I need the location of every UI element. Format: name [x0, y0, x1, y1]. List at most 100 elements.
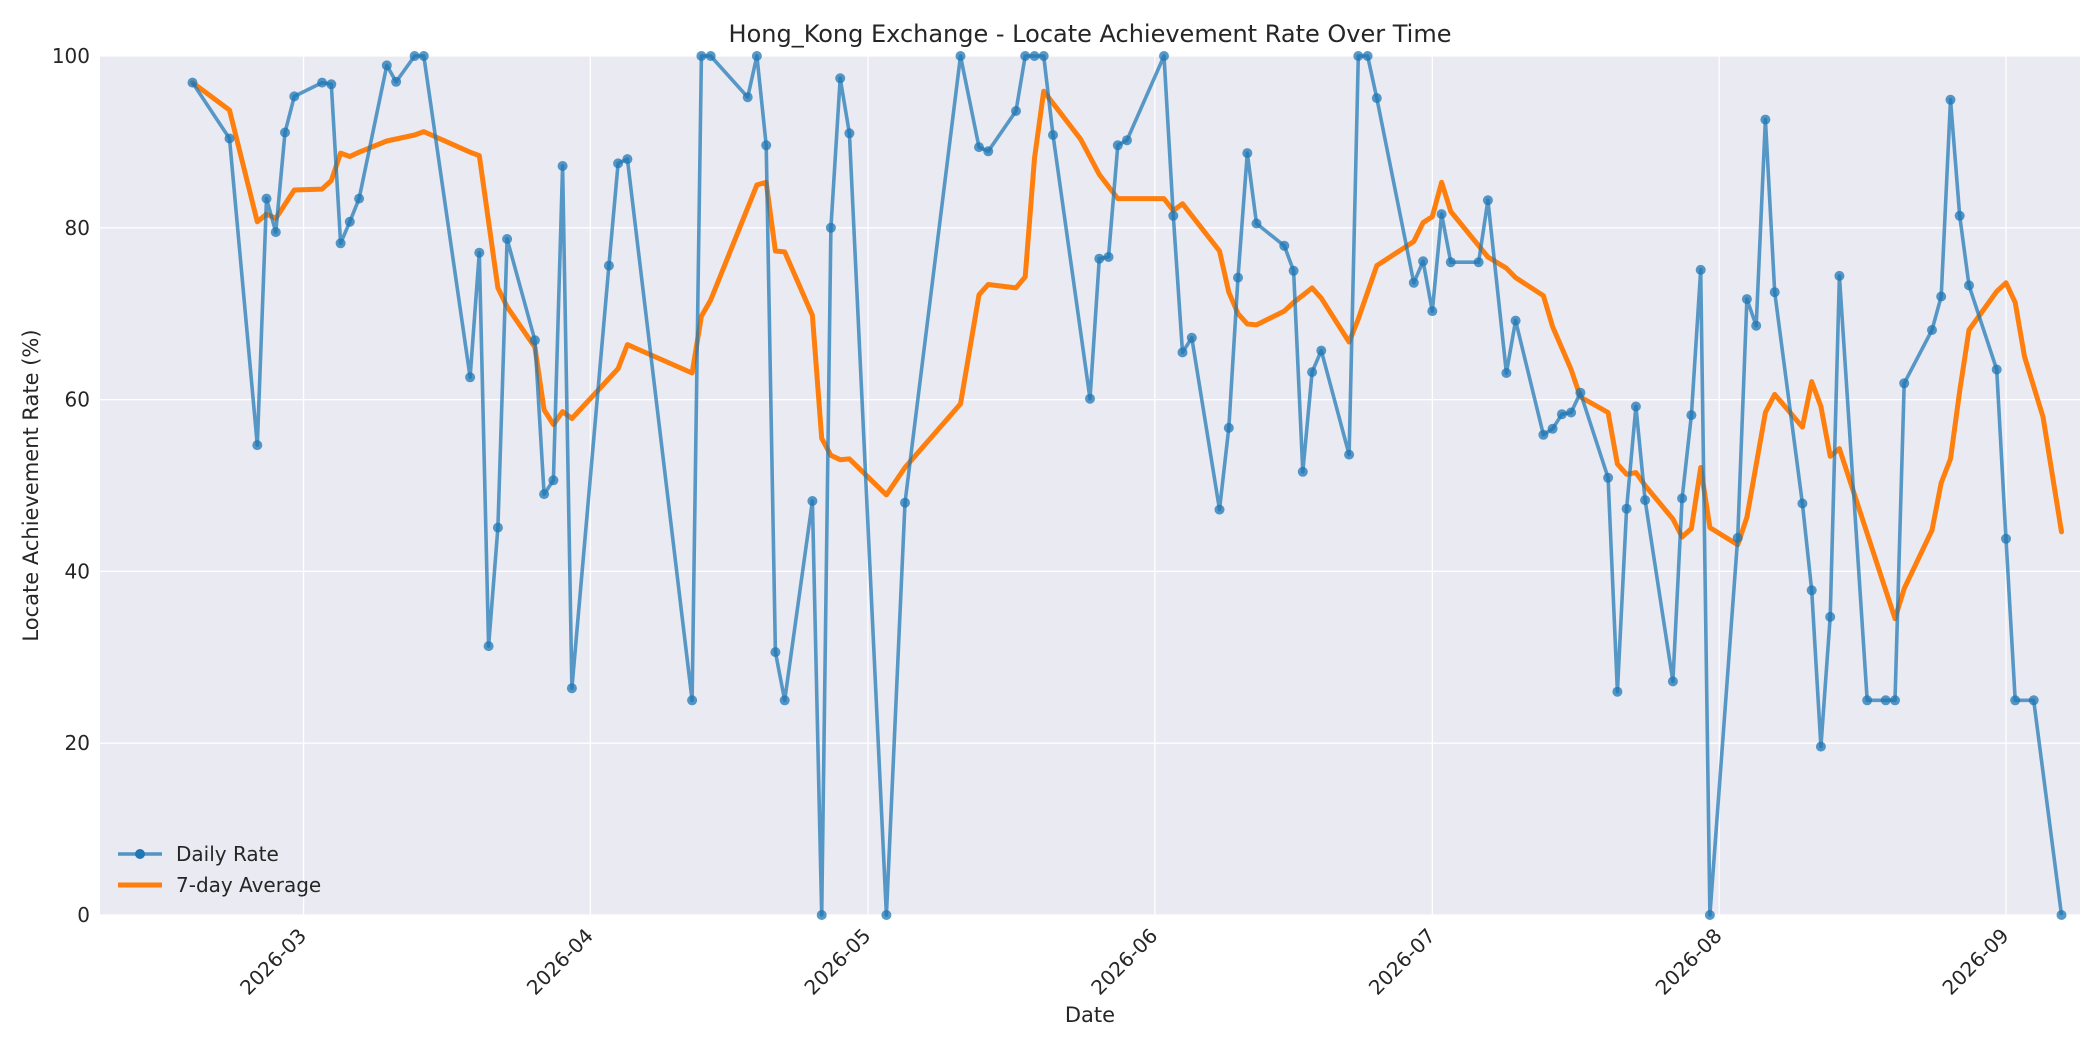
data-point-daily-rate — [687, 695, 698, 706]
data-point-daily-rate — [1038, 51, 1049, 61]
data-point-daily-rate — [1677, 493, 1688, 504]
data-point-daily-rate — [1436, 209, 1447, 220]
data-point-daily-rate — [1741, 294, 1752, 305]
data-point-daily-rate — [1408, 277, 1419, 288]
data-point-daily-rate — [1575, 387, 1586, 398]
data-point-daily-rate — [603, 260, 614, 271]
data-point-daily-rate — [1667, 676, 1678, 687]
plot-area — [100, 56, 2080, 915]
data-point-daily-rate — [1242, 148, 1253, 159]
data-point-daily-rate — [354, 193, 365, 204]
data-point-daily-rate — [1177, 347, 1188, 358]
data-point-daily-rate — [1501, 368, 1512, 378]
data-point-daily-rate — [391, 76, 402, 87]
data-point-daily-rate — [1880, 695, 1891, 706]
data-point-daily-rate — [409, 51, 420, 61]
data-point-daily-rate — [224, 133, 235, 144]
data-point-daily-rate — [548, 475, 559, 486]
data-point-daily-rate — [1473, 257, 1484, 268]
daily-series-layer — [187, 51, 2067, 920]
data-point-daily-rate — [418, 51, 429, 61]
data-point-daily-rate — [474, 247, 485, 258]
data-point-daily-rate — [1538, 429, 1549, 440]
data-point-daily-rate — [529, 335, 540, 346]
data-point-daily-rate — [2056, 910, 2067, 920]
data-point-daily-rate — [1029, 51, 1040, 61]
data-point-daily-rate — [1048, 130, 1058, 140]
y-tick-label: 80 — [65, 216, 90, 240]
data-point-daily-rate — [252, 440, 263, 451]
data-point-daily-rate — [1695, 264, 1706, 275]
data-point-daily-rate — [1603, 472, 1614, 483]
data-point-daily-rate — [483, 641, 494, 652]
data-point-daily-rate — [1797, 498, 1808, 509]
data-point-daily-rate — [1371, 93, 1382, 104]
data-point-daily-rate — [1815, 741, 1826, 752]
data-point-daily-rate — [816, 910, 827, 920]
data-point-daily-rate — [807, 496, 818, 506]
data-point-daily-rate — [1991, 364, 2002, 375]
data-point-daily-rate — [1630, 401, 1641, 412]
data-point-daily-rate — [1112, 140, 1123, 151]
data-point-daily-rate — [1566, 407, 1577, 418]
data-point-daily-rate — [492, 522, 503, 533]
legend: Daily Rate 7-day Average — [118, 842, 321, 897]
data-point-daily-rate — [1964, 280, 1974, 291]
data-point-daily-rate — [2010, 695, 2021, 706]
data-point-daily-rate — [770, 647, 781, 658]
data-point-daily-rate — [326, 79, 337, 90]
data-point-daily-rate — [465, 372, 476, 383]
data-point-daily-rate — [1806, 585, 1817, 596]
y-tick-label: 0 — [77, 903, 90, 927]
data-point-daily-rate — [1732, 532, 1743, 543]
data-point-daily-rate — [1122, 135, 1132, 146]
data-point-daily-rate — [1704, 910, 1715, 920]
data-point-daily-rate — [270, 227, 281, 238]
data-point-daily-rate — [1103, 252, 1114, 262]
data-point-daily-rate — [1890, 695, 1900, 706]
data-point-daily-rate — [344, 216, 355, 227]
legend-label-avg: 7-day Average — [176, 873, 321, 897]
x-axis-label: Date — [1065, 1003, 1115, 1027]
data-point-daily-rate — [1899, 378, 1910, 389]
data-point-daily-rate — [1862, 695, 1873, 706]
data-point-daily-rate — [261, 193, 272, 204]
data-point-daily-rate — [779, 695, 790, 706]
data-point-daily-rate — [1094, 253, 1105, 264]
data-point-daily-rate — [1751, 320, 1762, 331]
data-point-daily-rate — [381, 60, 392, 71]
data-point-daily-rate — [1482, 195, 1493, 206]
data-point-daily-rate — [1159, 51, 1169, 61]
data-point-daily-rate — [1186, 332, 1197, 343]
data-point-daily-rate — [1344, 449, 1355, 460]
data-point-daily-rate — [1353, 51, 1364, 61]
data-point-daily-rate — [557, 161, 568, 171]
data-point-daily-rate — [974, 142, 984, 153]
data-point-daily-rate — [742, 92, 753, 103]
data-point-daily-rate — [844, 128, 855, 139]
data-point-daily-rate — [1223, 422, 1234, 433]
data-point-daily-rate — [900, 497, 910, 508]
data-point-daily-rate — [1769, 287, 1780, 298]
data-point-daily-rate — [1279, 240, 1290, 251]
chart-title: Hong_Kong Exchange - Locate Achievement … — [729, 20, 1452, 48]
data-point-daily-rate — [502, 234, 513, 244]
data-point-daily-rate — [613, 158, 624, 169]
data-point-daily-rate — [751, 51, 762, 61]
data-point-daily-rate — [317, 77, 328, 88]
y-tick-label: 100 — [52, 44, 90, 68]
legend-marker-daily — [135, 849, 145, 859]
data-point-daily-rate — [2028, 695, 2039, 706]
data-point-daily-rate — [1362, 51, 1373, 61]
data-point-daily-rate — [1307, 367, 1318, 378]
data-point-daily-rate — [1954, 210, 1965, 221]
data-point-daily-rate — [1760, 114, 1771, 125]
data-point-daily-rate — [835, 73, 846, 84]
data-point-daily-rate — [1834, 270, 1845, 281]
data-point-daily-rate — [1445, 257, 1456, 268]
data-point-daily-rate — [622, 154, 633, 165]
data-point-daily-rate — [983, 146, 994, 157]
y-tick-label: 20 — [65, 731, 90, 755]
data-point-daily-rate — [1214, 504, 1225, 515]
